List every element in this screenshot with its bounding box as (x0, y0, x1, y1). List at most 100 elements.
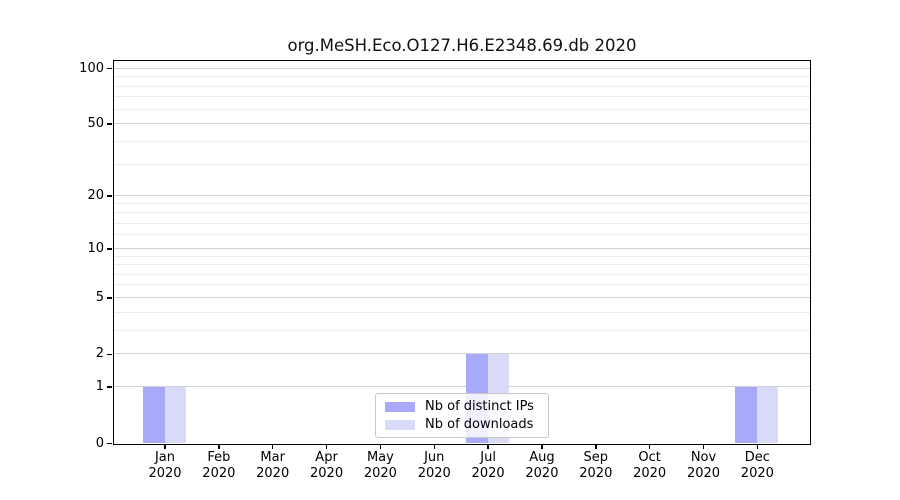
x-tick-month: Mar (260, 450, 285, 465)
x-tick-label: May 2020 (344, 450, 416, 481)
gridline-minor (114, 96, 810, 98)
x-tick-month: Jun (424, 450, 445, 465)
x-tick-month: May (366, 450, 394, 465)
x-tick-mark (648, 444, 651, 449)
gridline-major (114, 123, 810, 125)
y-tick-label: 1 (95, 379, 104, 395)
x-tick-month: Jul (480, 450, 496, 465)
gridline-minor (114, 76, 810, 78)
x-tick-year: 2020 (363, 465, 397, 481)
x-tick-month: Sep (583, 450, 609, 465)
x-tick-mark (218, 444, 220, 449)
x-tick-year: 2020 (633, 465, 667, 481)
y-tick-mark (106, 386, 112, 388)
x-tick-label: Oct 2020 (614, 450, 686, 481)
gridline-minor (114, 311, 810, 313)
y-tick-label: 5 (95, 289, 104, 305)
legend: Nb of distinct IPs Nb of downloads (375, 393, 549, 438)
x-tick-year: 2020 (256, 465, 290, 481)
legend-label-downloads: Nb of downloads (425, 416, 534, 432)
gridline-minor (114, 85, 810, 87)
bar-downloads (756, 386, 779, 443)
y-tick-label: 2 (95, 346, 104, 362)
x-tick-month: Dec (744, 450, 770, 465)
gridline-minor (114, 264, 810, 266)
gridline-minor (114, 234, 810, 236)
x-tick-label: Nov 2020 (668, 450, 740, 481)
bars-layer (114, 61, 810, 444)
x-tick-label: Apr 2020 (291, 450, 363, 481)
chart-title: org.MeSH.Eco.O127.H6.E2348.69.db 2020 (287, 36, 637, 55)
gridline-major (114, 386, 810, 388)
plot-area: Nb of distinct IPs Nb of downloads (113, 60, 811, 445)
x-tick-label: Jan 2020 (129, 450, 201, 481)
x-tick-mark (379, 444, 382, 449)
x-tick-label: Aug 2020 (506, 450, 578, 481)
x-tick-label: Sep 2020 (560, 450, 632, 481)
x-tick-year: 2020 (202, 465, 236, 481)
y-tick-mark (106, 248, 112, 250)
x-tick-year: 2020 (686, 465, 721, 481)
gridline-minor (114, 284, 810, 286)
gridline-major (114, 247, 810, 249)
gridline-minor (114, 222, 810, 224)
gridline-major (114, 67, 810, 69)
gridline-minor (114, 163, 810, 165)
x-tick-mark (433, 444, 435, 449)
grid-layer (114, 61, 810, 444)
y-tick-label: 10 (87, 240, 104, 256)
x-tick-mark (541, 444, 543, 449)
gridline-minor (114, 140, 810, 142)
x-tick-year: 2020 (525, 465, 559, 481)
gridline-major (114, 353, 810, 355)
x-tick-month: Apr (315, 450, 338, 465)
y-tick-label: 50 (87, 116, 104, 132)
x-tick-year: 2020 (417, 465, 451, 481)
x-tick-label: Feb 2020 (183, 450, 255, 481)
x-tick-mark (702, 444, 705, 449)
legend-label-distinct-ips: Nb of distinct IPs (425, 398, 534, 414)
x-tick-year: 2020 (579, 465, 613, 481)
y-tick-label: 100 (79, 60, 104, 76)
x-tick-year: 2020 (148, 465, 182, 481)
legend-item-distinct-ips: Nb of distinct IPs (385, 398, 540, 415)
x-tick-label: Jul 2020 (452, 450, 524, 481)
x-tick-label: Dec 2020 (721, 450, 793, 481)
x-tick-month: Oct (638, 450, 661, 465)
x-tick-year: 2020 (740, 465, 774, 481)
y-tick-label: 0 (95, 435, 104, 451)
x-tick-month: Nov (690, 450, 717, 465)
y-tick-mark (106, 353, 112, 356)
gridline-minor (114, 212, 810, 214)
y-tick-mark (106, 195, 112, 197)
bar-downloads (164, 386, 186, 443)
y-tick-label: 20 (87, 188, 104, 204)
bar-distinct-ips (143, 386, 165, 443)
x-tick-mark (487, 444, 489, 449)
y-tick-mark (106, 67, 112, 70)
gridline-minor (114, 108, 810, 110)
gridline-minor (114, 329, 810, 331)
x-tick-mark (164, 444, 166, 449)
x-tick-mark (595, 444, 597, 449)
gridline-major (114, 296, 810, 298)
x-tick-month: Aug (529, 450, 555, 465)
y-tick-mark (106, 297, 112, 299)
gridline-major (114, 195, 810, 197)
x-tick-label: Mar 2020 (237, 450, 309, 481)
bar-distinct-ips (735, 386, 757, 443)
legend-item-downloads: Nb of downloads (385, 416, 540, 433)
gridline-minor (114, 273, 810, 275)
legend-swatch-downloads-icon (385, 419, 415, 430)
x-tick-year: 2020 (310, 465, 344, 481)
x-tick-mark (756, 444, 759, 449)
x-tick-year: 2020 (471, 465, 505, 481)
x-tick-month: Feb (207, 450, 231, 465)
x-tick-mark (325, 444, 328, 449)
y-tick-mark (106, 123, 112, 125)
x-tick-mark (271, 444, 274, 449)
gridline-minor (114, 203, 810, 205)
x-tick-month: Jan (154, 450, 176, 465)
gridline-minor (114, 255, 810, 257)
